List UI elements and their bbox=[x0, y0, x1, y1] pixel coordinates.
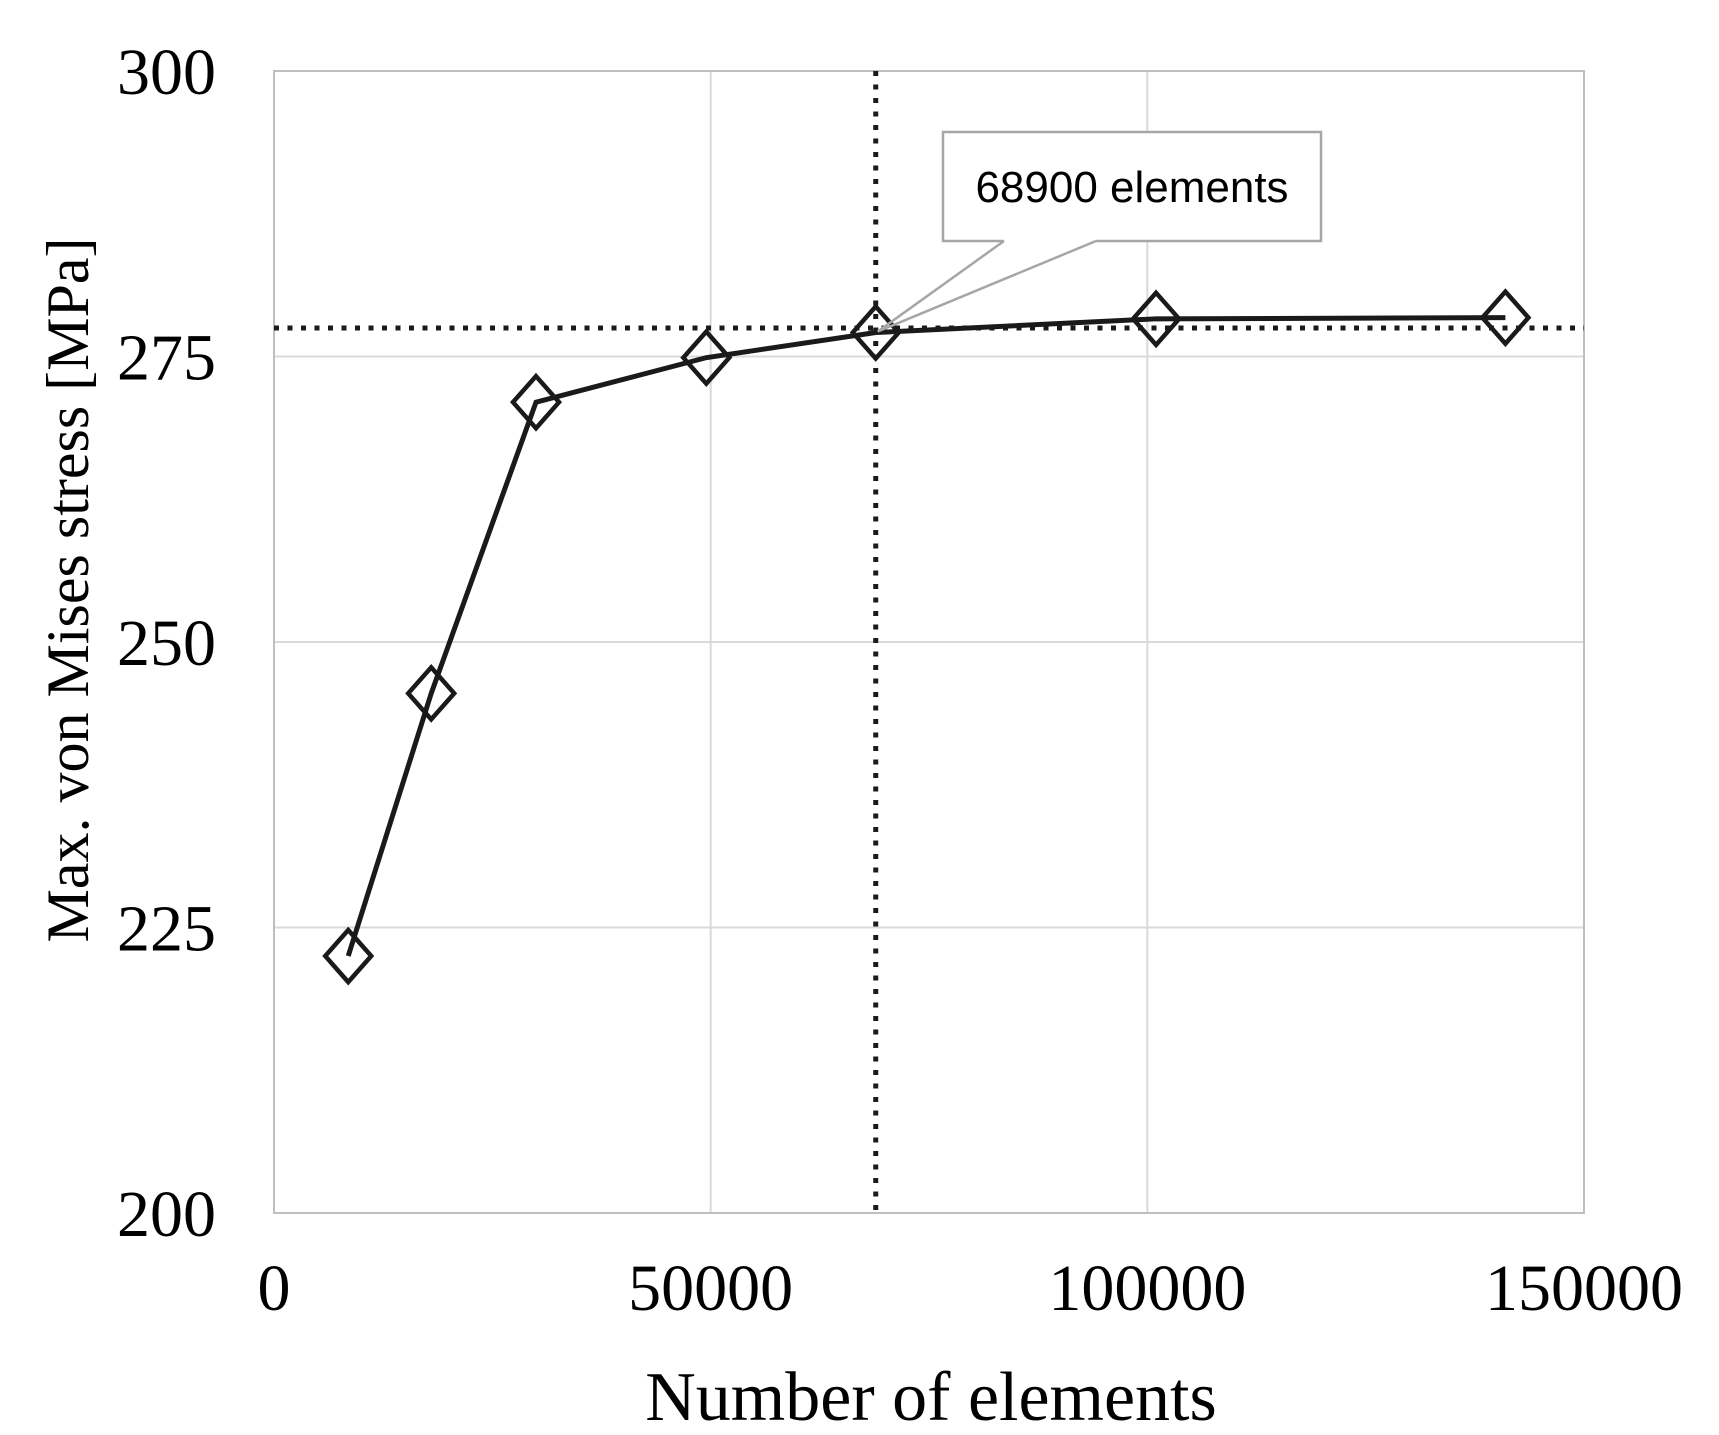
reference-lines-layer bbox=[274, 71, 1584, 1213]
y-tick-label: 275 bbox=[117, 322, 216, 395]
plot-border bbox=[273, 70, 1585, 1214]
data-point-marker bbox=[1130, 289, 1183, 349]
x-tick-label: 0 bbox=[258, 1252, 291, 1325]
data-point-marker bbox=[849, 303, 902, 362]
series-line bbox=[345, 315, 1506, 957]
series-layer bbox=[322, 288, 1532, 986]
x-tick-label: 50000 bbox=[628, 1252, 793, 1325]
annotation-box bbox=[941, 130, 1323, 243]
x-tick-label: 150000 bbox=[1485, 1252, 1683, 1325]
x-axis-title: Number of elements bbox=[645, 1359, 1216, 1435]
y-tick-label: 225 bbox=[117, 893, 216, 966]
data-point-marker bbox=[509, 372, 563, 432]
data-point-marker bbox=[322, 926, 375, 986]
tick-labels-layer: 200 225 250 275 300 0 50000 100000 150000 bbox=[117, 36, 1683, 1325]
grid-layer bbox=[273, 70, 1585, 1214]
y-tick-label: 200 bbox=[117, 1178, 216, 1251]
x-tick-label: 100000 bbox=[1048, 1252, 1246, 1325]
data-point-marker bbox=[680, 328, 733, 388]
y-axis-title: Max. von Mises stress [MPa] bbox=[35, 238, 101, 943]
callout-layer bbox=[876, 130, 1323, 333]
data-point-marker bbox=[1479, 288, 1532, 348]
y-tick-label: 250 bbox=[117, 607, 216, 680]
y-tick-label: 300 bbox=[117, 36, 216, 109]
data-point-marker bbox=[405, 663, 458, 723]
callout-leader-line bbox=[876, 239, 1005, 333]
annotation-text: 68900 elements bbox=[975, 163, 1288, 212]
callout-leader-line bbox=[877, 239, 1097, 333]
